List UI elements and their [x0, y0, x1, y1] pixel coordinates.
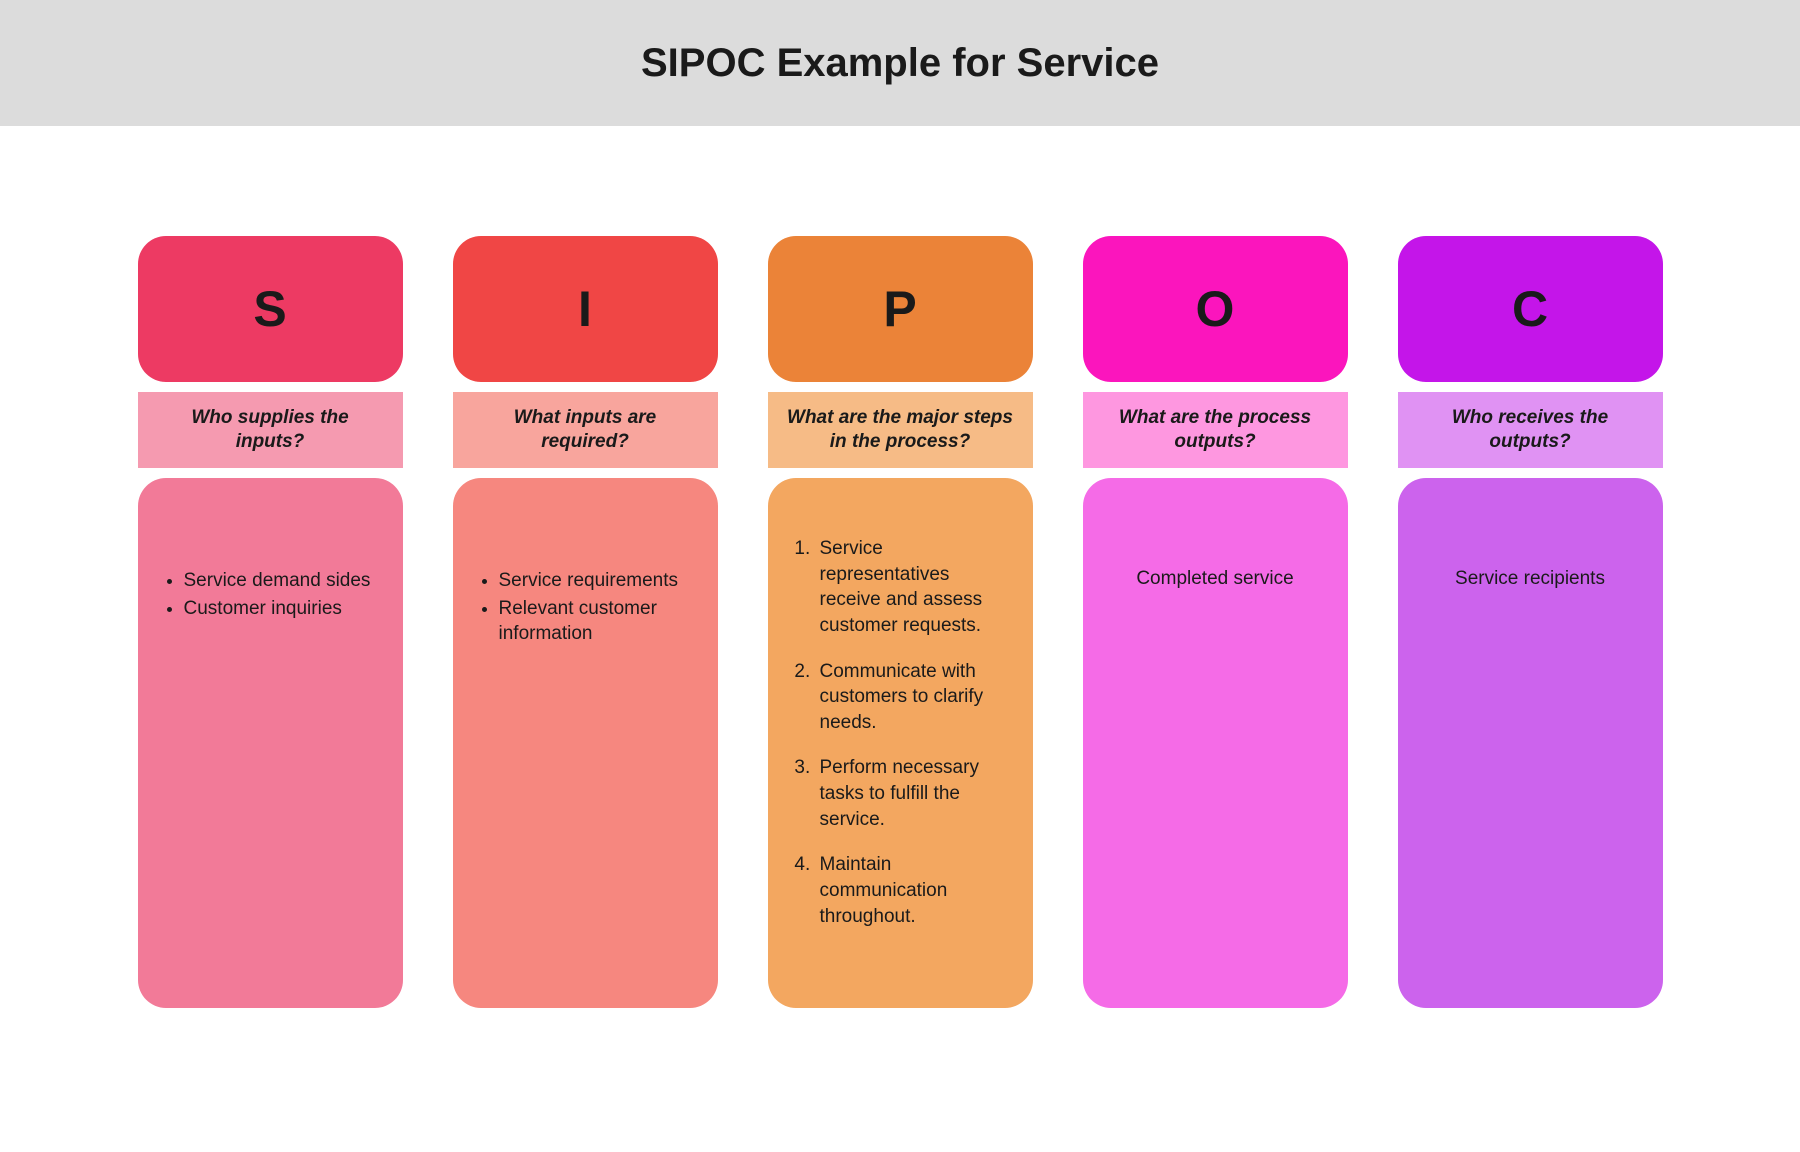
list-item: Perform necessary tasks to fulfill the s…	[816, 755, 1011, 832]
body-box-i: Service requirements Relevant customer i…	[453, 478, 718, 1008]
letter-o: O	[1196, 280, 1235, 338]
sipoc-column-c: C Who receives the outputs? Service reci…	[1398, 236, 1663, 1008]
title-bar: SIPOC Example for Service	[0, 0, 1800, 126]
letter-box-c: C	[1398, 236, 1663, 382]
list-item: Maintain communication throughout.	[816, 852, 1011, 929]
list-item: Service requirements	[499, 568, 696, 594]
list-item: Service demand sides	[184, 568, 381, 594]
question-box-p: What are the major steps in the process?	[768, 392, 1033, 468]
sipoc-diagram: S Who supplies the inputs? Service deman…	[0, 126, 1800, 1008]
letter-p: P	[883, 280, 916, 338]
letter-box-p: P	[768, 236, 1033, 382]
body-text-c: Service recipients	[1420, 566, 1641, 592]
question-box-s: Who supplies the inputs?	[138, 392, 403, 468]
bullet-list-s: Service demand sides Customer inquiries	[160, 568, 381, 621]
body-text-o: Completed service	[1105, 566, 1326, 592]
body-box-s: Service demand sides Customer inquiries	[138, 478, 403, 1008]
letter-box-i: I	[453, 236, 718, 382]
letter-c: C	[1512, 280, 1548, 338]
question-o: What are the process outputs?	[1101, 406, 1330, 454]
page-title: SIPOC Example for Service	[641, 41, 1159, 86]
bullet-list-i: Service requirements Relevant customer i…	[475, 568, 696, 647]
question-box-o: What are the process outputs?	[1083, 392, 1348, 468]
question-i: What inputs are required?	[471, 406, 700, 454]
letter-i: I	[578, 280, 592, 338]
question-s: Who supplies the inputs?	[156, 406, 385, 454]
letter-s: S	[253, 280, 286, 338]
letter-box-o: O	[1083, 236, 1348, 382]
question-box-c: Who receives the outputs?	[1398, 392, 1663, 468]
list-item: Relevant customer information	[499, 596, 696, 647]
body-box-p: Service representatives receive and asse…	[768, 478, 1033, 1008]
sipoc-column-p: P What are the major steps in the proces…	[768, 236, 1033, 1008]
list-item: Customer inquiries	[184, 596, 381, 622]
list-item: Service representatives receive and asse…	[816, 536, 1011, 639]
body-box-o: Completed service	[1083, 478, 1348, 1008]
list-item: Communicate with customers to clarify ne…	[816, 659, 1011, 736]
question-box-i: What inputs are required?	[453, 392, 718, 468]
sipoc-column-o: O What are the process outputs? Complete…	[1083, 236, 1348, 1008]
ordered-list-p: Service representatives receive and asse…	[790, 536, 1011, 929]
question-c: Who receives the outputs?	[1416, 406, 1645, 454]
sipoc-column-i: I What inputs are required? Service requ…	[453, 236, 718, 1008]
question-p: What are the major steps in the process?	[786, 406, 1015, 454]
sipoc-column-s: S Who supplies the inputs? Service deman…	[138, 236, 403, 1008]
letter-box-s: S	[138, 236, 403, 382]
body-box-c: Service recipients	[1398, 478, 1663, 1008]
